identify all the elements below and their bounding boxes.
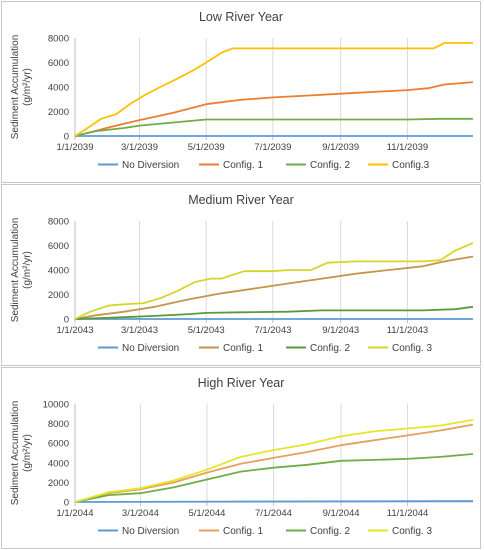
legend-label: Config. 1 <box>223 343 263 354</box>
series-line <box>74 500 474 503</box>
y-tick-label: 0 <box>64 315 69 326</box>
y-tick-label: 8000 <box>48 217 69 228</box>
x-tick-label: 1/1/2044 <box>57 508 94 519</box>
chart-title: Medium River Year <box>188 193 294 207</box>
x-tick-label: 5/1/2044 <box>188 508 225 519</box>
x-tick-label: 11/1/2044 <box>387 508 429 519</box>
series-line <box>74 423 474 503</box>
series-line <box>74 255 474 320</box>
x-tick-label: 5/1/2039 <box>188 142 225 153</box>
y-tick-label: 2000 <box>48 290 69 301</box>
series-line <box>74 305 474 320</box>
x-tick-label: 9/1/2043 <box>322 325 359 336</box>
y-tick-label: 8000 <box>48 34 69 45</box>
y-tick-label: 2000 <box>48 478 69 489</box>
chart-panel-medium-river-year: Medium River Year 0 2000 4000 6000 8000 1/1/20… <box>1 184 481 366</box>
legend-label: Config.3 <box>392 160 430 171</box>
y-tick-label: 6000 <box>48 58 69 69</box>
x-tick-label: 7/1/2044 <box>255 508 292 519</box>
chart-panel-high-river-year: High River Year 0 2000 4000 6000 8000 10000 1/1… <box>1 367 481 549</box>
legend-label: No Diversion <box>122 160 179 171</box>
x-tick-label: 9/1/2039 <box>322 142 359 153</box>
x-tick-label: 1/1/2039 <box>57 142 94 153</box>
series-line <box>74 453 474 503</box>
legend-label: Config. 1 <box>223 160 263 171</box>
y-tick-label: 0 <box>64 498 69 509</box>
series-line <box>74 242 474 320</box>
y-tick-label: 4000 <box>48 458 69 469</box>
series-line <box>74 81 474 137</box>
x-tick-label: 7/1/2039 <box>254 142 291 153</box>
x-tick-label: 7/1/2043 <box>254 325 291 336</box>
chart-title: Low River Year <box>199 10 283 24</box>
legend-label: Config. 2 <box>310 160 350 171</box>
legend-label: No Diversion <box>122 343 179 354</box>
x-tick-label: 1/1/2043 <box>57 325 94 336</box>
x-tick-label: 9/1/2044 <box>323 508 360 519</box>
legend-label: Config. 2 <box>310 343 350 354</box>
chart-svg: Medium River Year 0 2000 4000 6000 8000 1/1/20… <box>10 193 474 354</box>
y-tick-label: 6000 <box>48 439 69 450</box>
series-line <box>74 42 473 137</box>
y-tick-label: 6000 <box>48 241 69 252</box>
chart-svg: High River Year 0 2000 4000 6000 8000 10000 1/1… <box>10 376 474 537</box>
legend-label: No Diversion <box>122 526 179 537</box>
y-tick-label: 2000 <box>48 107 69 118</box>
y-tick-label: 4000 <box>48 83 69 94</box>
y-tick-label: 0 <box>64 132 69 143</box>
chart-panel-low-river-year: Low River Year 0 2000 4000 6000 8000 1/1/2039 3… <box>1 1 481 183</box>
x-tick-label: 3/1/2043 <box>121 325 158 336</box>
legend-label: Config. 2 <box>310 526 350 537</box>
series-line <box>74 117 473 137</box>
legend-label: Config. 1 <box>223 526 263 537</box>
x-tick-label: 5/1/2043 <box>188 325 225 336</box>
y-axis-label: Sediment Accumulation(g/m²/yr) <box>10 35 33 140</box>
x-tick-label: 3/1/2044 <box>122 508 159 519</box>
y-tick-label: 4000 <box>48 266 69 277</box>
y-tick-label: 8000 <box>48 419 69 430</box>
chart-title: High River Year <box>198 376 285 390</box>
series-line <box>74 418 474 503</box>
y-axis-label: Sediment Accumulation(g/m²/yr) <box>10 401 33 506</box>
legend-label: Config. 3 <box>392 343 432 354</box>
y-tick-label: 10000 <box>43 400 69 411</box>
x-tick-label: 11/1/2043 <box>387 325 429 336</box>
legend-label: Config. 3 <box>392 526 432 537</box>
chart-svg: Low River Year 0 2000 4000 6000 8000 1/1/2039 3… <box>10 10 474 171</box>
x-tick-label: 11/1/2039 <box>387 142 429 153</box>
x-tick-label: 3/1/2039 <box>121 142 158 153</box>
y-axis-label: Sediment Accumulation(g/m²/yr) <box>10 218 33 323</box>
